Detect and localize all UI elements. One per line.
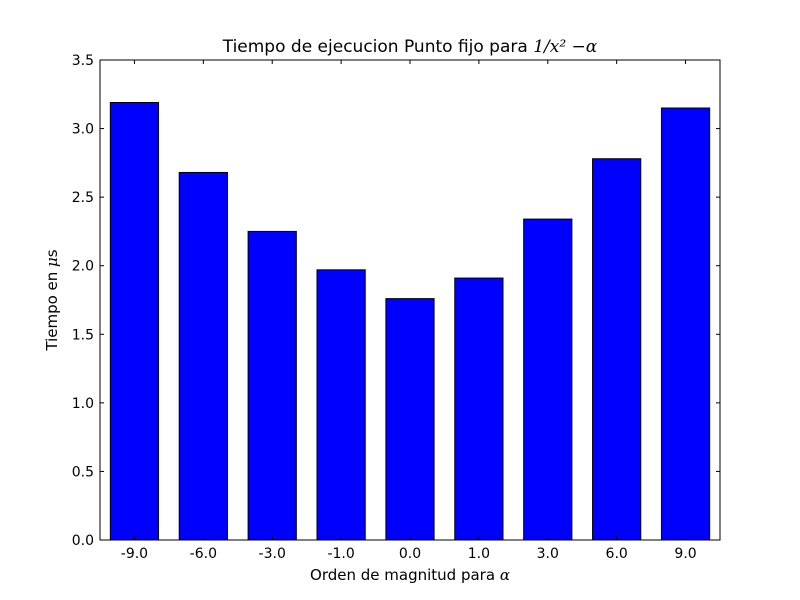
x-tick-label: -6.0 xyxy=(190,546,217,562)
bar-9.0 xyxy=(660,107,711,541)
x-tick-label: -1.0 xyxy=(327,546,354,562)
x-tick-label: 6.0 xyxy=(606,546,628,562)
x-tick-label: -9.0 xyxy=(121,546,148,562)
bar-6.0 xyxy=(592,158,642,541)
bar--6.0 xyxy=(178,171,228,541)
y-tick-label: 2.5 xyxy=(72,190,94,206)
y-tick-label: 3.0 xyxy=(72,122,94,138)
x-tick-label: -3.0 xyxy=(259,546,286,562)
x-tick-label: 9.0 xyxy=(674,546,696,562)
y-tick-label: 1.0 xyxy=(72,396,94,412)
x-tick-label: 0.0 xyxy=(399,546,421,562)
ticks-group: -9.0 -6.0 -3.0 -1.0 0.0 1.0 3.0 6.0 9.0 0.0 0.5 1.0… xyxy=(72,53,720,562)
plot-frame xyxy=(99,59,721,541)
bar--3.0 xyxy=(247,230,297,541)
y-tick-label: 0.5 xyxy=(72,464,94,480)
chart-title: Tiempo de ejecucion Punto fijo para 1/x²… xyxy=(222,37,598,57)
y-axis-label-unit: s xyxy=(43,249,61,257)
x-tick-label: 3.0 xyxy=(537,546,559,562)
bars-group xyxy=(109,102,711,541)
chart-title-math: 1/x² −α xyxy=(533,37,598,57)
x-axis-label-math: α xyxy=(500,566,510,584)
y-tick-label: 3.5 xyxy=(72,53,94,69)
chart-title-text: Tiempo de ejecucion Punto fijo para xyxy=(222,37,534,57)
y-tick-label: 1.5 xyxy=(72,327,94,343)
x-axis-label-text: Orden de magnitud para xyxy=(310,566,500,584)
y-axis-label-text: Tiempo en xyxy=(43,267,61,352)
bar--1.0 xyxy=(316,269,366,541)
bar-0.0 xyxy=(385,298,435,541)
bar--9.0 xyxy=(109,102,160,541)
x-axis-label: Orden de magnitud para α xyxy=(310,566,510,584)
y-axis-label-math: μ xyxy=(43,257,61,267)
y-axis-label: Tiempo en μs xyxy=(43,249,61,351)
x-tick-label: 1.0 xyxy=(468,546,490,562)
bar-3.0 xyxy=(523,218,573,541)
y-tick-label: 0.0 xyxy=(72,533,94,549)
bar-1.0 xyxy=(454,277,504,541)
y-tick-label: 2.0 xyxy=(72,259,94,275)
